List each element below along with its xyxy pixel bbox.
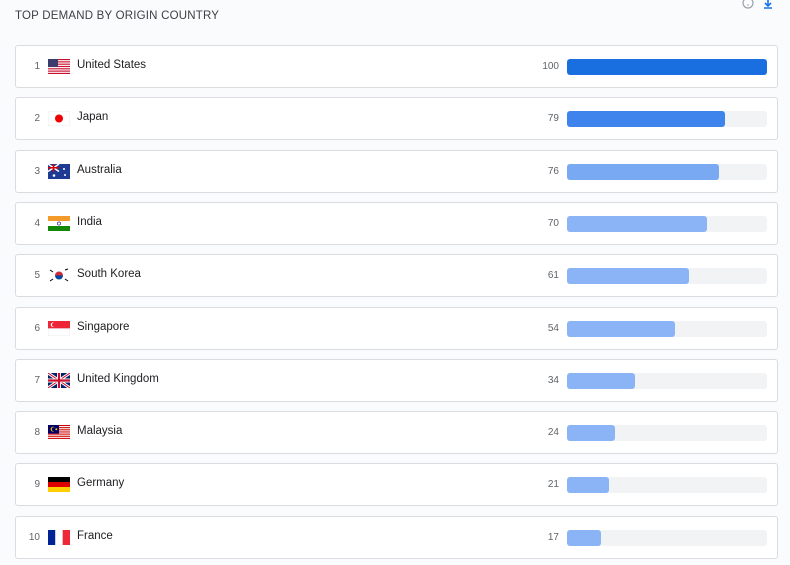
rank: 9 bbox=[34, 479, 40, 491]
rank: 5 bbox=[34, 270, 40, 282]
flag-icon bbox=[48, 529, 70, 550]
value-label: 100 bbox=[542, 61, 559, 72]
bar bbox=[567, 372, 635, 389]
flag-icon bbox=[48, 425, 70, 445]
list-row: 10 France 17 bbox=[15, 515, 778, 559]
rank: 3 bbox=[34, 165, 40, 177]
flag-icon bbox=[48, 59, 70, 79]
bar bbox=[567, 425, 615, 442]
country-name: Malaysia bbox=[77, 425, 123, 438]
value-label: 24 bbox=[547, 427, 559, 439]
flag bbox=[47, 320, 71, 336]
country-name: Australia bbox=[77, 163, 122, 176]
flag bbox=[48, 268, 70, 284]
list-row: 1 United States 100 bbox=[15, 45, 778, 88]
flag bbox=[47, 371, 71, 390]
country-name: United States bbox=[77, 59, 147, 71]
bar bbox=[567, 529, 601, 546]
flag-icon bbox=[48, 477, 70, 497]
bar-track bbox=[567, 529, 767, 546]
bar-track bbox=[567, 477, 767, 494]
bar bbox=[567, 320, 675, 337]
list-row: 9 Germany 21 bbox=[15, 463, 778, 507]
bar bbox=[567, 111, 725, 128]
value-label: 70 bbox=[547, 217, 559, 229]
bar bbox=[567, 477, 609, 494]
flag-icon bbox=[47, 111, 71, 131]
rank: 10 bbox=[28, 531, 40, 543]
flag bbox=[48, 59, 70, 74]
list-row: 2 Japan 79 bbox=[15, 97, 778, 141]
list-row: 3 Australia 76 bbox=[15, 149, 778, 193]
value-label: 21 bbox=[547, 479, 559, 491]
rank: 1 bbox=[34, 61, 40, 72]
country-name: France bbox=[77, 529, 113, 542]
country-name: South Korea bbox=[77, 268, 141, 281]
flag-icon bbox=[48, 268, 70, 288]
country-name: Germany bbox=[77, 477, 125, 490]
value-label: 34 bbox=[547, 374, 559, 386]
flag bbox=[48, 477, 70, 493]
value-label: 79 bbox=[547, 113, 559, 125]
flag bbox=[48, 529, 70, 545]
flag bbox=[48, 215, 70, 231]
flag-icon bbox=[47, 320, 71, 341]
list-row: 7 United Kingdom 34 bbox=[15, 358, 778, 402]
bar-track bbox=[567, 320, 767, 337]
flag bbox=[48, 425, 70, 441]
rank: 4 bbox=[34, 217, 40, 229]
flag bbox=[47, 111, 71, 127]
bar-track bbox=[567, 59, 767, 75]
bar bbox=[567, 163, 719, 180]
rank: 6 bbox=[34, 322, 40, 334]
country-name: India bbox=[77, 215, 102, 228]
rank: 7 bbox=[34, 374, 40, 386]
value-label: 76 bbox=[547, 165, 559, 177]
rank: 2 bbox=[34, 113, 40, 125]
list-row: 5 South Korea 61 bbox=[15, 254, 778, 298]
flag-icon bbox=[47, 371, 71, 393]
country-name: United Kingdom bbox=[77, 372, 159, 385]
list-row: 6 Singapore 54 bbox=[15, 306, 778, 350]
value-label: 54 bbox=[547, 322, 559, 334]
bar-track bbox=[567, 215, 767, 232]
list-row: 4 India 70 bbox=[15, 201, 778, 245]
country-name: Singapore bbox=[77, 320, 130, 333]
title: TOP DEMAND BY ORIGIN COUNTRY bbox=[15, 10, 220, 22]
bar-track bbox=[567, 372, 767, 389]
flag bbox=[47, 162, 70, 179]
value-label: 61 bbox=[547, 270, 559, 282]
toolbar-icons bbox=[742, 0, 772, 9]
help-icon[interactable] bbox=[742, 0, 754, 9]
bar-track bbox=[567, 163, 767, 180]
download-icon[interactable] bbox=[764, 0, 772, 9]
flag-icon bbox=[47, 162, 70, 184]
country-name: Japan bbox=[77, 111, 109, 124]
list-row: 8 Malaysia 24 bbox=[15, 411, 778, 455]
bar-track bbox=[567, 425, 767, 442]
bar-track bbox=[567, 111, 767, 128]
value-label: 17 bbox=[547, 531, 559, 543]
bar-track bbox=[567, 268, 767, 285]
bar bbox=[567, 268, 689, 285]
bar bbox=[567, 215, 707, 232]
bar bbox=[567, 59, 767, 75]
flag-icon bbox=[48, 215, 70, 236]
rank: 8 bbox=[34, 427, 40, 439]
